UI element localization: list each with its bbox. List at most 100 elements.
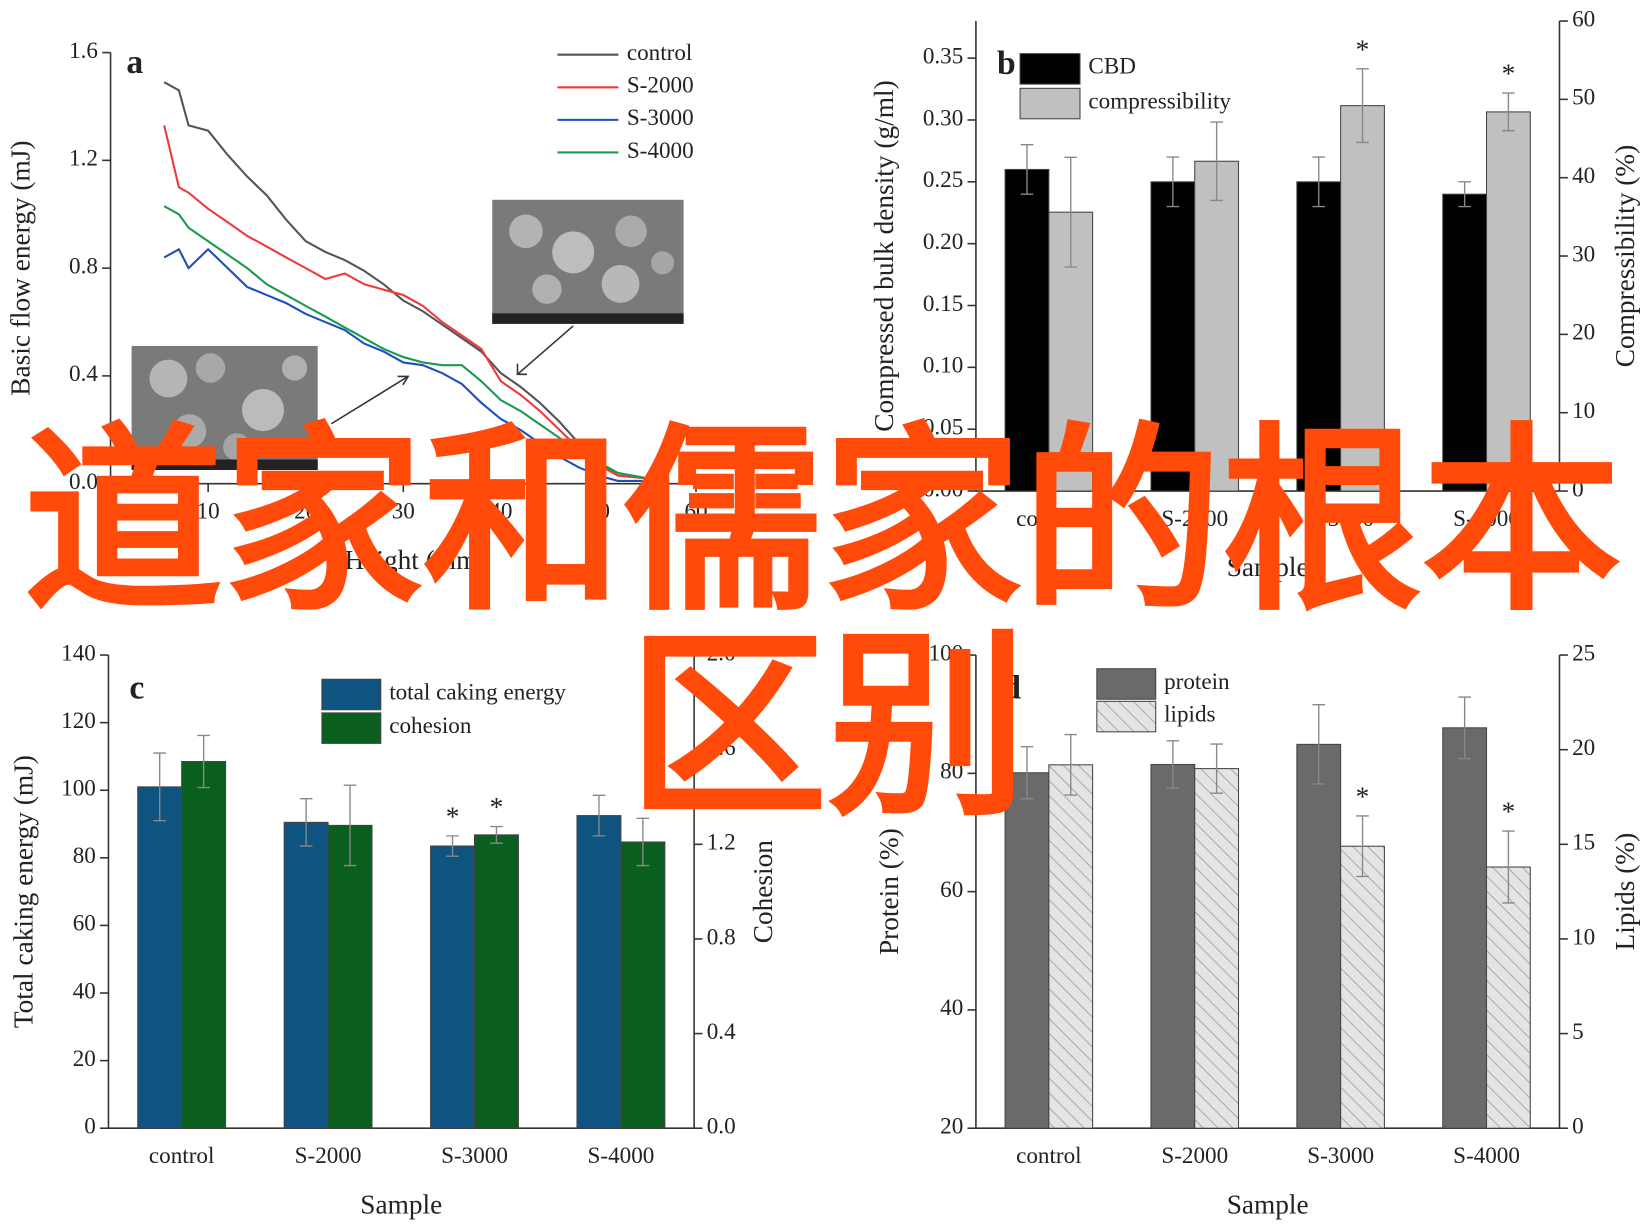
legend-label: S-4000 <box>627 138 694 164</box>
y-tick-label: 40 <box>73 978 96 1004</box>
error-bar <box>1458 181 1471 208</box>
bar <box>1340 845 1385 1129</box>
y2-tick-label: 60 <box>1572 6 1595 32</box>
y-tick-label: 100 <box>61 776 96 802</box>
x-tick-label: S-4000 <box>1453 1143 1520 1169</box>
error-bar <box>1458 696 1471 760</box>
bar <box>1150 181 1196 492</box>
bar <box>430 845 476 1129</box>
error-bar <box>1210 121 1223 202</box>
bar <box>181 760 227 1129</box>
y2-tick-label: 2.0 <box>707 640 736 666</box>
x-tick-label: S-4000 <box>588 1143 655 1169</box>
y-tick-label: 0 <box>84 1114 96 1140</box>
bar <box>1340 105 1385 492</box>
y-tick-label: 0.0 <box>69 469 98 495</box>
y-axis-title: Protein (%) <box>874 828 904 955</box>
x-axis-title: Sample <box>1227 552 1309 582</box>
y-tick-label: 1.2 <box>69 146 98 172</box>
x-tick-label: S-2000 <box>1161 1143 1228 1169</box>
error-bar <box>1166 156 1180 208</box>
bar <box>1004 168 1050 492</box>
legend-label: cohesion <box>389 713 472 739</box>
bar <box>473 834 519 1129</box>
y-tick-label: 40 <box>940 995 963 1021</box>
legend-swatch <box>1096 700 1157 733</box>
x-axis-title: Sample <box>1227 1189 1309 1219</box>
y2-tick-label: 10 <box>1572 924 1595 950</box>
error-bar <box>1502 830 1515 904</box>
x-axis-title: Height (mm) <box>345 545 487 575</box>
error-bar <box>490 825 503 844</box>
legend-label: control <box>627 40 693 66</box>
legend-swatch <box>321 678 382 711</box>
y-tick-label: 100 <box>929 640 964 666</box>
legend-label: CBD <box>1088 54 1136 80</box>
y-tick-label: 0.35 <box>923 43 963 69</box>
bar <box>620 841 666 1129</box>
overlay-text: 道家和儒家的根本 <box>23 407 1621 639</box>
x-tick-label: 40 <box>489 498 512 524</box>
x-tick-label: 10 <box>197 498 220 524</box>
y2-tick-label: 0.4 <box>707 1019 736 1045</box>
overlay-text: 区别 <box>628 612 1028 844</box>
x-tick-label: S-3000 <box>1307 1143 1374 1169</box>
panel-label: c <box>129 670 144 707</box>
y2-tick-label: 50 <box>1572 85 1595 111</box>
y2-axis-title: Lipids (%) <box>1610 833 1640 951</box>
error-bar <box>446 835 459 857</box>
error-bar <box>343 784 357 867</box>
y-tick-label: 0.20 <box>923 229 963 255</box>
error-bar <box>1064 156 1078 268</box>
y-axis-title: Basic flow energy (mJ) <box>6 140 36 395</box>
error-bar <box>1064 733 1078 796</box>
sem-image <box>492 199 684 324</box>
significance-mark: * <box>1356 34 1370 64</box>
x-tick-label: control <box>1016 506 1082 532</box>
y2-tick-label: 1.2 <box>707 830 736 856</box>
y2-tick-label: 0 <box>1572 476 1584 502</box>
y2-tick-label: 0 <box>1572 1114 1584 1140</box>
panel-label: d <box>1002 670 1021 707</box>
sem-image <box>131 345 318 471</box>
error-bar <box>592 794 606 837</box>
y-tick-label: 20 <box>73 1046 96 1072</box>
legend-label: protein <box>1164 669 1230 695</box>
bar <box>1485 111 1531 492</box>
y2-tick-label: 1.6 <box>707 735 736 761</box>
y2-tick-label: 30 <box>1572 241 1595 267</box>
bar <box>1150 763 1196 1129</box>
x-tick-label: control <box>1016 1143 1082 1169</box>
x-tick-label: 60 <box>684 498 707 524</box>
bar <box>1004 772 1050 1129</box>
y-tick-label: 0.15 <box>923 291 963 317</box>
y-tick-label: 20 <box>940 1114 963 1140</box>
bar <box>1194 768 1240 1129</box>
legend-label: compressibility <box>1088 88 1231 114</box>
y-tick-label: 120 <box>61 708 96 734</box>
x-tick-label: S-2000 <box>295 1143 362 1169</box>
y-axis-title: Total caking energy (mJ) <box>9 755 39 1028</box>
y2-tick-label: 0.0 <box>707 1114 736 1140</box>
x-tick-label: S-4000 <box>1453 506 1520 532</box>
y-tick-label: 0.00 <box>923 476 963 502</box>
y-axis-title: Compressed bulk density (g/ml) <box>869 80 899 431</box>
y-tick-label: 0.25 <box>923 167 963 193</box>
error-bar <box>1210 743 1223 794</box>
legend-swatch <box>321 712 382 744</box>
error-bar <box>1020 746 1034 800</box>
bar <box>1296 743 1342 1129</box>
y2-tick-label: 20 <box>1572 320 1595 346</box>
x-tick-label: 30 <box>392 498 415 524</box>
legend-swatch <box>1019 53 1081 85</box>
bar <box>1194 160 1240 492</box>
x-tick-label: control <box>149 1143 215 1169</box>
legend-label: lipids <box>1164 701 1215 727</box>
legend-swatch <box>1019 87 1081 120</box>
bar <box>1442 727 1488 1129</box>
arrow <box>330 325 574 425</box>
legend-swatch <box>1096 668 1157 700</box>
y-tick-label: 0.8 <box>69 253 98 279</box>
y-tick-label: 0.30 <box>923 105 963 131</box>
